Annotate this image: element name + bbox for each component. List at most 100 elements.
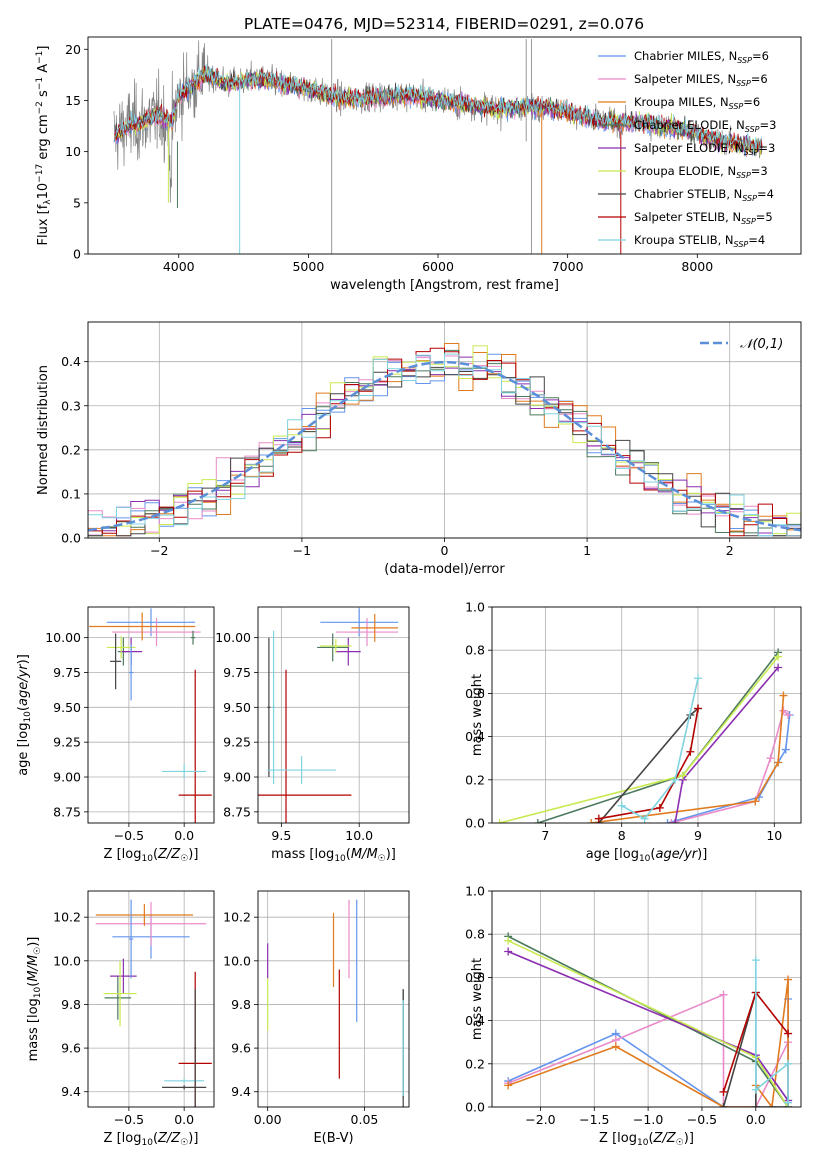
weight-marker	[504, 947, 513, 956]
weight-marker	[767, 1103, 776, 1107]
y-axis-label-part: mass weight	[470, 958, 485, 1040]
legend-name: Kroupa ELODIE, N	[634, 164, 736, 178]
weight-marker	[533, 819, 542, 823]
weight-marker	[719, 990, 728, 999]
figure-title: PLATE=0476, MJD=52314, FIBERID=0291, z=0…	[244, 15, 644, 33]
axes-frame	[87, 606, 215, 824]
x-tick-label: 10	[766, 828, 782, 843]
label-part: 10	[141, 854, 153, 864]
y-tick-label: 9.6	[231, 1041, 251, 1056]
legend-name: Chabrier STELIB, N	[634, 187, 742, 201]
y-tick-label: 0	[73, 247, 81, 262]
x-tick-label: −1.0	[633, 1112, 663, 1127]
y-axis-label-part: M/M	[26, 955, 41, 982]
y-tick-label: 9.8	[231, 997, 251, 1012]
legend-subscript: SSP	[741, 217, 756, 226]
legend-label: Salpeter ELODIE, NSSP=3	[634, 141, 775, 157]
label-part: )]	[386, 847, 396, 862]
x-tick-label: 0.00	[254, 1112, 282, 1127]
y-tick-label: 15	[65, 93, 81, 108]
y-tick-label: 9.4	[231, 1084, 251, 1099]
weight-marker	[671, 775, 680, 784]
legend-count: =4	[757, 187, 774, 201]
legend-name: Salpeter STELIB, N	[634, 210, 741, 224]
y-tick-label: 0.2	[61, 442, 81, 457]
legend-count: =3	[751, 164, 768, 178]
x-tick-label: 6000	[422, 259, 454, 274]
y-tick-label: 9.75	[223, 665, 251, 680]
weight-marker	[719, 1087, 728, 1096]
weight-marker	[784, 975, 793, 984]
weight-marker	[694, 674, 702, 683]
label-part: ☉	[676, 1138, 684, 1148]
weight-marker	[779, 691, 788, 700]
y-axis-label-part: Normed distribution	[36, 365, 51, 495]
y-axis-label-part: Flux [f	[36, 204, 51, 245]
weight-marker	[686, 747, 695, 756]
weight-marker	[784, 1029, 793, 1038]
y-axis-label-part: −1	[35, 51, 45, 64]
label-part: Z [log	[104, 1131, 142, 1146]
label-part: ☉	[378, 854, 386, 864]
y-tick-label: 1.0	[465, 600, 485, 615]
axes-frame	[491, 606, 802, 824]
legend-name: Kroupa STELIB, N	[634, 233, 734, 247]
x-tick-label: −0.5	[114, 1112, 144, 1127]
x-tick-label: 2	[726, 543, 734, 558]
weight-marker	[774, 663, 783, 672]
weight-marker	[671, 819, 680, 823]
x-tick-label: 1	[583, 543, 591, 558]
label-part: age/yr	[655, 847, 698, 862]
legend-count: =6	[743, 95, 760, 109]
y-tick-label: 0.6	[465, 686, 485, 701]
legend-count: =6	[751, 72, 768, 86]
legend-count: =3	[758, 141, 775, 155]
y-axis-label-part: ☉	[33, 947, 43, 955]
x-tick-label: 9	[694, 828, 702, 843]
legend-name: Chabrier ELODIE, N	[634, 118, 745, 132]
weight-series-line	[507, 993, 789, 1107]
weight-marker	[640, 814, 649, 823]
weight-marker	[655, 803, 664, 812]
y-axis-label: age [log10(age/yr)]	[16, 654, 33, 776]
y-axis-label-part: λ	[43, 199, 53, 205]
y-tick-label: 0.0	[465, 816, 485, 831]
y-tick-label: 0.4	[61, 354, 81, 369]
weight-marker	[694, 704, 702, 713]
y-tick-label: 10.0	[53, 953, 81, 968]
axes-frame	[87, 36, 802, 255]
legend-subscript: SSP	[745, 125, 760, 134]
model-spectrum-line	[115, 64, 762, 155]
age_vs_mass-panel: 9.5 10.0 8.75 9.00 9.25 9.50 9.75 10.00 mass [lo…	[215, 606, 410, 864]
y-axis-label-part: s	[36, 90, 51, 101]
legend-count: =3	[760, 118, 777, 132]
legend-label: Chabrier MILES, NSSP=6	[634, 49, 769, 65]
legend-subscript: SSP	[734, 240, 749, 249]
legend-name: Salpeter ELODIE, N	[634, 141, 744, 155]
x-tick-label: −1.5	[579, 1112, 609, 1127]
weight-marker	[678, 771, 687, 780]
x-tick-label: 10.0	[345, 828, 373, 843]
legend-subscript: SSP	[737, 56, 752, 65]
mass_vs_ebv-panel: 0.00 0.05 9.4 9.6 9.8 10.0 10.2 E(B-V)	[223, 890, 410, 1146]
legend-name: Salpeter MILES, N	[634, 72, 736, 86]
y-axis-label: Normed distribution	[36, 365, 51, 495]
x-tick-label: 0.05	[351, 1112, 379, 1127]
y-tick-label: 9.75	[53, 665, 81, 680]
x-tick-label: 7	[541, 828, 549, 843]
legend-subscript: SSP	[729, 102, 744, 111]
y-tick-label: 0.6	[465, 970, 485, 985]
weight-series-line	[591, 695, 785, 823]
x-tick-label: 8000	[681, 259, 713, 274]
axes-frame	[257, 606, 410, 824]
y-tick-label: 0.8	[465, 643, 485, 658]
y-tick-label: 5	[73, 195, 81, 210]
x-axis-label: Z [log10(Z/Z☉)]	[104, 1131, 199, 1148]
legend-label: Chabrier STELIB, NSSP=4	[634, 187, 774, 203]
label-part: )]	[684, 1131, 694, 1146]
x-axis-label: Z [log10(Z/Z☉)]	[104, 847, 199, 864]
weight-marker	[781, 745, 790, 754]
y-tick-label: 1.0	[465, 884, 485, 899]
legend-count: =4	[748, 233, 765, 247]
